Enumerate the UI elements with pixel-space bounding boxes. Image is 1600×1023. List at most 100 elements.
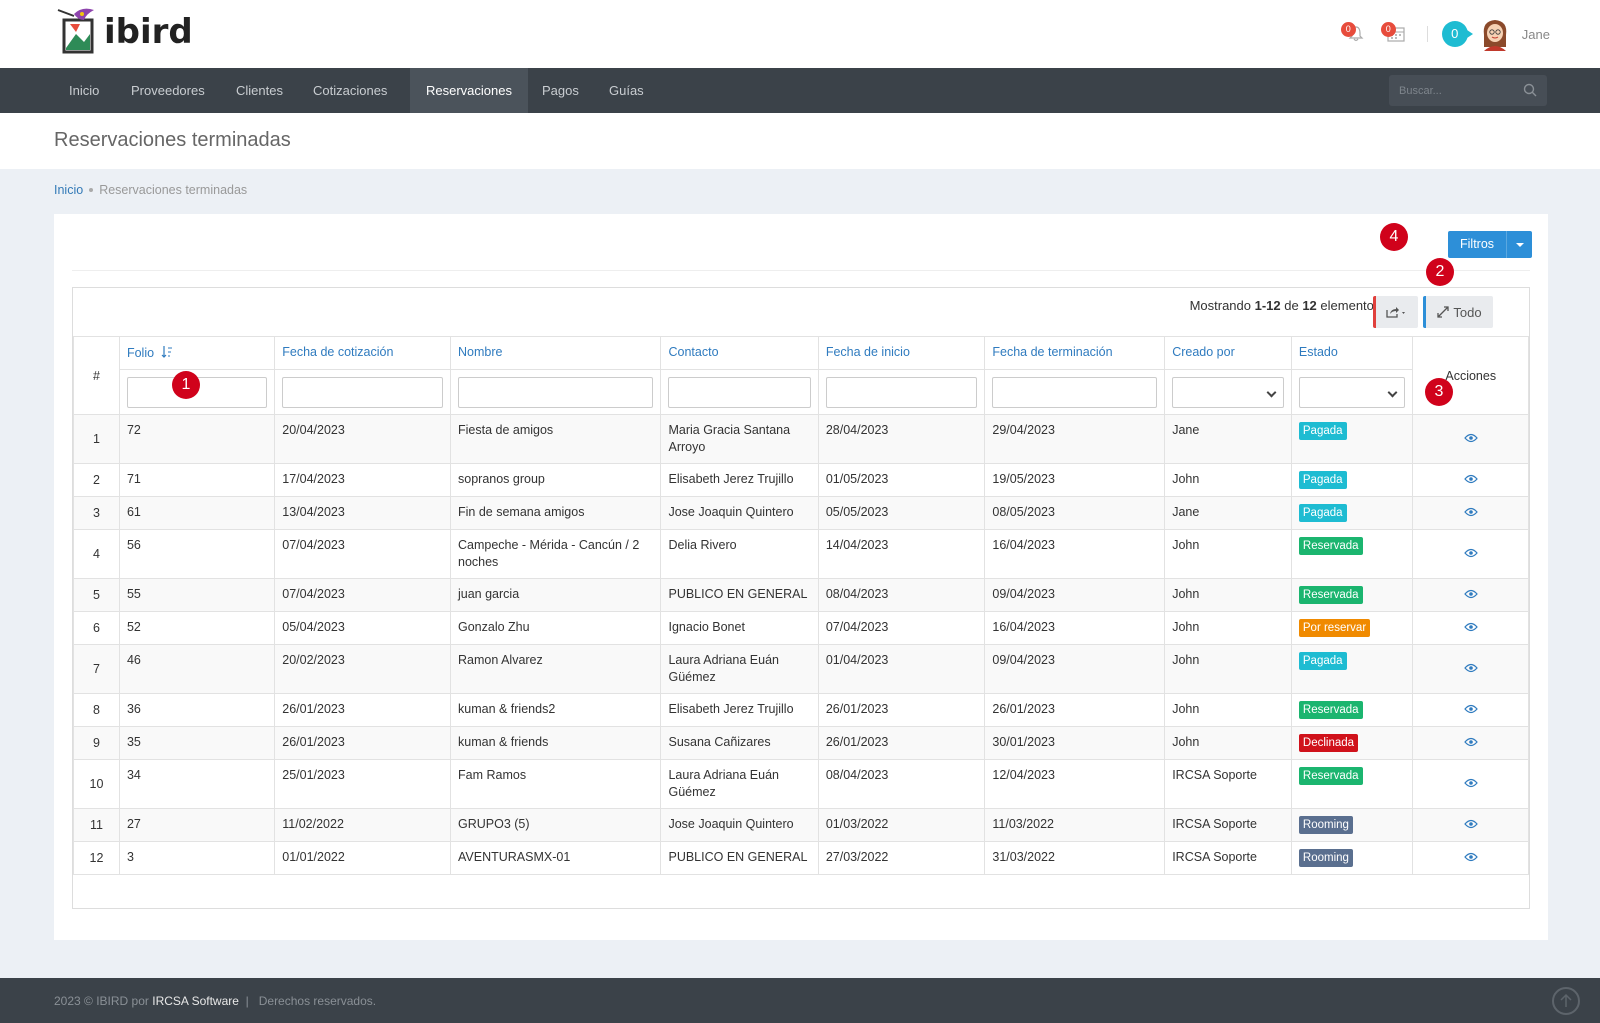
view-eye-icon[interactable] [1463,433,1478,443]
creado-por-cell: IRCSA Soporte [1164,841,1292,875]
summary-suffix: elementos. [1316,298,1384,313]
status-badge: Rooming [1298,849,1353,867]
acciones-cell [1412,693,1529,727]
fecha-terminacion-filter-input[interactable] [992,376,1158,408]
view-eye-icon[interactable] [1463,663,1478,673]
fecha-cotizacion-filter-input[interactable] [282,376,443,408]
estado-cell: Reservada [1290,578,1414,612]
view-eye-icon[interactable] [1463,819,1478,829]
estado-cell: Reservada [1290,529,1414,579]
creado-por-cell: John [1164,578,1292,612]
nombre-cell: Gonzalo Zhu [449,611,662,645]
footer-text: 2023 © IBIRD por IRCSA Software | Derech… [54,994,376,1008]
row-number-cell: 8 [73,693,120,727]
filters-button[interactable]: Filtros [1448,231,1533,258]
divider [1426,26,1428,42]
acciones-cell [1412,529,1529,579]
estado-filter-select[interactable] [1298,376,1406,408]
estado-cell: Reservada [1290,759,1414,809]
contacto-cell: Delia Rivero [660,529,819,579]
fecha-inicio-cell: 08/04/2023 [817,759,986,809]
caret-down-icon [1515,242,1524,247]
online-count-badge[interactable]: 0 [1441,21,1473,47]
filters-dropdown-toggle[interactable] [1506,231,1532,258]
nav-item-proveedores[interactable]: Proveedores [131,83,205,98]
contacto-cell: Maria Gracia Santana Arroyo [660,414,819,464]
user-name[interactable]: Jane [1521,26,1550,42]
creado-por-cell: IRCSA Soporte [1164,759,1292,809]
creado-por-filter-select[interactable] [1172,376,1284,408]
col-folio-label[interactable]: Folio [126,346,155,360]
footer-suffix: | Derechos reservados. [238,994,377,1008]
avatar[interactable] [1480,17,1510,51]
table-row: 10 34 25/01/2023 Fam Ramos Laura Adriana Euá… [73,759,1529,809]
nav-item-reservaciones[interactable]: Reservaciones [410,68,528,113]
view-eye-icon[interactable] [1463,589,1478,599]
fecha-cotizacion-cell: 05/04/2023 [274,611,451,645]
main-nav: Inicio Proveedores Clientes Cotizaciones… [0,68,1600,113]
status-badge: Declinada [1298,734,1359,752]
show-all-label[interactable]: Todo [1453,304,1482,320]
col-contacto-header[interactable]: Contacto [660,336,819,370]
view-eye-icon[interactable] [1463,778,1478,788]
col-creado-por-header[interactable]: Creado por [1164,336,1292,370]
nav-item-cotizaciones[interactable]: Cotizaciones [313,83,388,98]
nombre-cell: GRUPO3 (5) [449,808,662,842]
col-estado-header[interactable]: Estado [1290,336,1414,370]
fecha-inicio-filter-input[interactable] [825,376,978,408]
logo[interactable]: ibird [56,4,193,54]
fecha-terminacion-cell: 08/05/2023 [984,496,1166,530]
status-badge: Reservada [1298,586,1363,604]
contacto-filter-input[interactable] [668,376,811,408]
sort-ascending-icon[interactable] [161,345,173,359]
col-folio-header[interactable]: Folio [118,336,276,370]
chevron-down-icon [1388,387,1398,397]
nombre-filter-input[interactable] [458,376,654,408]
nav-item-pagos[interactable]: Pagos [542,83,579,98]
filters-label[interactable]: Filtros [1460,237,1495,251]
nav-item-clientes[interactable]: Clientes [236,83,283,98]
table-row: 8 36 26/01/2023 kuman & friends2 Elisabeth J… [73,693,1529,727]
annotation-marker-3: 3 [1425,378,1453,406]
col-nombre-header[interactable]: Nombre [449,336,662,370]
search-input[interactable] [1389,75,1519,106]
view-eye-icon[interactable] [1463,474,1478,484]
footer-brand-link[interactable]: IRCSA Software [152,994,239,1008]
notifications-button[interactable]: 0 [1339,17,1373,51]
notif-count-badge: 0 [1340,22,1356,37]
nav-item-inicio[interactable]: Inicio [69,83,100,98]
arrow-up-icon [1560,993,1572,1007]
search-box [1389,75,1547,106]
nav-item-guias[interactable]: Guías [609,83,644,98]
row-number-cell: 5 [73,578,120,612]
estado-cell: Por reservar [1290,611,1414,645]
show-all-button[interactable]: Todo [1423,296,1493,328]
view-eye-icon[interactable] [1463,548,1478,558]
row-number-cell: 6 [73,611,120,645]
calendar-button[interactable]: 0 [1379,17,1413,51]
view-eye-icon[interactable] [1463,622,1478,632]
folio-cell: 34 [118,759,276,809]
breadcrumb-home[interactable]: Inicio [54,183,84,197]
contacto-cell: PUBLICO EN GENERAL [660,578,819,612]
nombre-cell: Fiesta de amigos [449,414,662,464]
folio-cell: 55 [118,578,276,612]
view-eye-icon[interactable] [1463,852,1478,862]
scroll-to-top-button[interactable] [1552,987,1580,1015]
view-eye-icon[interactable] [1463,507,1478,517]
contacto-cell: Laura Adriana Euán Güémez [660,759,819,809]
export-button[interactable] [1373,296,1418,328]
nombre-cell: juan garcia [449,578,662,612]
search-icon[interactable] [1523,83,1537,97]
acciones-cell [1412,644,1529,694]
col-fecha-terminacion-header[interactable]: Fecha de terminación [984,336,1166,370]
view-eye-icon[interactable] [1463,704,1478,714]
table-row: 2 71 17/04/2023 sopranos group Elisabeth Jer… [73,463,1529,497]
view-eye-icon[interactable] [1463,737,1478,747]
col-fecha-cotizacion-header[interactable]: Fecha de cotización [274,336,451,370]
nombre-cell: Campeche - Mérida - Cancún / 2 noches [449,529,662,579]
col-fecha-inicio-header[interactable]: Fecha de inicio [817,336,986,370]
nombre-cell: Fin de semana amigos [449,496,662,530]
acciones-cell [1412,496,1529,530]
creado-por-cell: John [1164,726,1292,760]
